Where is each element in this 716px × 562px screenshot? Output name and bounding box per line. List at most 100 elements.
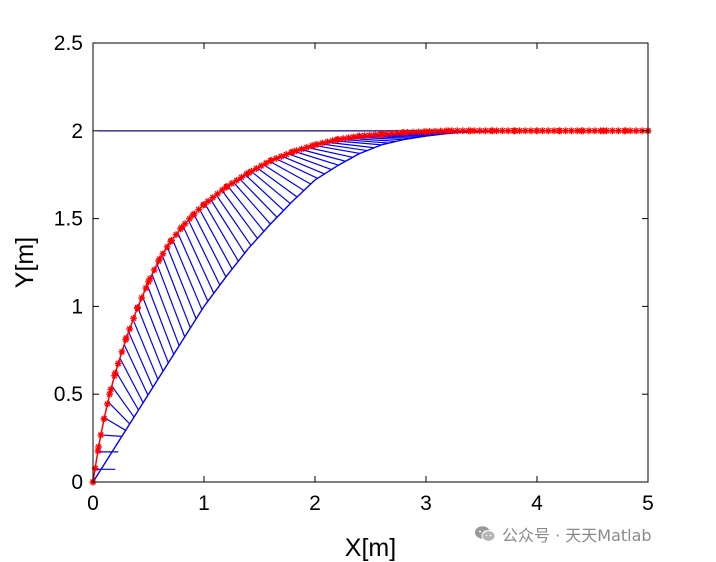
x-tick-label: 1 xyxy=(198,492,210,515)
blue-connector-line xyxy=(111,385,135,418)
red-star-marker xyxy=(459,127,467,135)
blue-connector-line xyxy=(233,181,271,225)
y-axis-ticks: 0 0.5 1 1.5 2 2.5 xyxy=(54,32,648,494)
red-star-marker xyxy=(209,194,217,201)
red-star-marker xyxy=(150,266,158,274)
red-star-marker xyxy=(138,294,146,302)
blue-connector-line xyxy=(210,199,246,254)
blue-series-segment xyxy=(381,138,404,146)
red-star-marker xyxy=(214,190,221,198)
blue-connector-line xyxy=(141,296,169,364)
x-axis-ticks: 0 1 2 3 4 5 xyxy=(87,43,654,515)
blue-connector-line xyxy=(227,185,265,232)
y-tick-label: 0.5 xyxy=(54,383,83,406)
red-star-marker xyxy=(282,151,290,158)
red-series-line xyxy=(92,130,648,483)
blue-series-segment xyxy=(103,446,116,465)
watermark: 公众号 · 天天Matlab xyxy=(474,520,652,548)
blue-connector-line xyxy=(263,164,305,192)
red-star-marker xyxy=(303,144,311,151)
blue-connector-line xyxy=(287,153,332,171)
x-tick-label: 3 xyxy=(420,492,432,515)
red-star-marker xyxy=(111,369,119,377)
red-star-marker xyxy=(489,127,496,135)
red-star-marker xyxy=(511,127,519,135)
blue-connector-line xyxy=(221,189,258,239)
red-star-marker xyxy=(378,130,385,138)
x-tick-label: 5 xyxy=(642,492,654,515)
red-star-marker xyxy=(324,138,331,146)
blue-connector-line xyxy=(281,155,325,175)
red-star-marker xyxy=(350,133,358,141)
blue-connector-line xyxy=(132,319,159,380)
blue-connector-line xyxy=(177,232,209,302)
y-tick-label: 1.5 xyxy=(54,208,83,231)
red-star-marker xyxy=(539,127,546,135)
red-star-marker xyxy=(257,162,265,170)
red-star-marker xyxy=(555,127,563,135)
red-star-marker xyxy=(159,250,167,258)
blue-connector-line xyxy=(300,148,346,162)
red-star-marker xyxy=(167,238,175,245)
blue-connector-lines xyxy=(92,130,648,483)
red-star-marker xyxy=(467,127,474,135)
blue-connector-line xyxy=(107,401,131,425)
red-star-marker xyxy=(97,431,105,439)
blue-connector-line xyxy=(115,370,140,411)
red-star-marker xyxy=(186,215,194,223)
blue-connector-line xyxy=(294,150,339,166)
red-star-marker xyxy=(145,278,152,286)
red-star-marker xyxy=(245,169,252,177)
red-star-marker xyxy=(104,400,111,408)
red-star-marker xyxy=(600,127,607,135)
red-star-marker xyxy=(126,325,134,333)
blue-connector-line xyxy=(332,140,382,146)
x-axis-label: X[m] xyxy=(345,534,396,562)
blue-connector-line xyxy=(244,174,285,211)
blue-connector-line xyxy=(275,158,318,179)
blue-connector-line xyxy=(193,213,227,278)
blue-series-segment xyxy=(403,135,427,141)
red-star-marker xyxy=(189,211,197,219)
red-star-marker xyxy=(415,128,422,136)
red-star-marker xyxy=(345,134,352,142)
y-tick-label: 0 xyxy=(71,471,83,494)
red-star-marker xyxy=(499,127,506,135)
blue-connector-line xyxy=(306,146,353,158)
blue-connector-line xyxy=(215,194,252,246)
red-star-marker xyxy=(228,180,236,187)
y-tick-label: 1 xyxy=(71,295,83,318)
red-star-marker xyxy=(142,284,150,292)
red-star-marker xyxy=(444,127,452,135)
blue-connector-line xyxy=(339,138,389,144)
blue-connector-line xyxy=(313,144,360,155)
red-star-marker xyxy=(156,255,163,263)
red-star-marker xyxy=(521,127,529,135)
blue-connector-line xyxy=(161,254,191,329)
red-star-marker xyxy=(504,127,512,135)
blue-series-segment xyxy=(114,428,127,448)
blue-connector-line xyxy=(123,344,149,396)
blue-connector-line xyxy=(151,274,180,346)
red-star-marker xyxy=(252,165,260,172)
red-star-marker xyxy=(200,201,208,208)
blue-series-segment xyxy=(181,323,194,342)
blue-series-segment xyxy=(170,341,183,360)
red-star-marker xyxy=(289,148,297,156)
blue-series-segment xyxy=(336,153,360,167)
blue-series-segment xyxy=(270,200,294,225)
blue-series-segment xyxy=(247,223,272,249)
red-star-marker xyxy=(591,127,599,135)
y-tick-label: 2 xyxy=(71,120,83,143)
blue-series-segment xyxy=(314,165,338,181)
red-star-marker xyxy=(318,139,326,147)
red-star-marker xyxy=(622,127,630,135)
blue-connector-line xyxy=(128,331,154,388)
blue-connector-line xyxy=(166,246,197,320)
blue-series-segment xyxy=(203,276,227,307)
red-star-marker xyxy=(130,314,138,322)
red-star-marker xyxy=(585,127,593,135)
blue-series-segment xyxy=(92,464,105,483)
red-star-marker xyxy=(95,443,102,451)
